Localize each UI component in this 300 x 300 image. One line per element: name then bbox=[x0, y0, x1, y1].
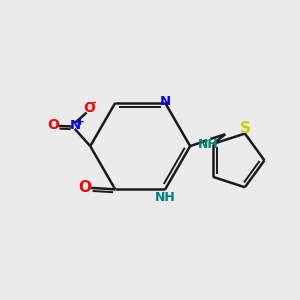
Text: N: N bbox=[160, 95, 171, 108]
Text: -: - bbox=[92, 98, 96, 108]
Text: O: O bbox=[47, 118, 59, 132]
Text: O: O bbox=[78, 180, 91, 195]
Text: NH: NH bbox=[198, 138, 219, 152]
Text: N: N bbox=[70, 119, 81, 132]
Text: NH: NH bbox=[155, 190, 176, 204]
Text: O: O bbox=[83, 101, 95, 116]
Text: +: + bbox=[76, 117, 85, 127]
Text: S: S bbox=[240, 121, 251, 136]
